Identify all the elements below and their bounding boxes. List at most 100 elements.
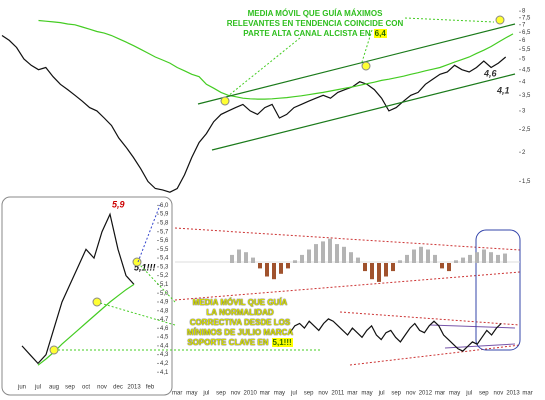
- bar: [251, 257, 255, 263]
- y-tick-label: 4,5: [160, 335, 169, 341]
- annotation-line: MEDIA MÓVIL QUE GUÍA: [192, 298, 288, 307]
- y-tick-label: 2,5: [522, 127, 531, 133]
- price-line: [21, 212, 135, 365]
- price-label: 4,1: [496, 85, 510, 95]
- trend-line: [339, 311, 521, 326]
- arrow: [227, 37, 301, 97]
- bar: [335, 244, 339, 263]
- y-tick-label: 5,5: [160, 247, 169, 253]
- x-tick-label: mar: [522, 391, 532, 397]
- price-label: 5,1!!!: [134, 262, 156, 272]
- bar: [370, 263, 374, 280]
- y-tick-label: 5: [522, 57, 526, 63]
- annotation: MEDIA MÓVIL QUE GUÍA MÁXIMOS RELEVANTES E…: [205, 9, 425, 39]
- bar: [356, 257, 360, 263]
- arrow: [404, 17, 495, 23]
- bar: [419, 246, 423, 263]
- bar: [384, 263, 388, 277]
- bar: [363, 263, 367, 272]
- x-tick-label: mar: [435, 391, 445, 397]
- y-tick-label: 4,6: [160, 326, 169, 332]
- trend-line: [174, 271, 521, 301]
- annotation-line: PARTE ALTA CANAL ALCISTA EN 6,4: [243, 29, 387, 38]
- arrow: [361, 29, 373, 63]
- annotation-line: RELEVANTES EN TENDENCIA COINCIDE CON: [226, 19, 404, 28]
- y-tick-label: 3: [522, 109, 526, 115]
- histogram: [230, 238, 507, 282]
- bar: [300, 254, 304, 263]
- y-tick-label: 6: [522, 38, 526, 44]
- x-tick-label: jul: [290, 391, 297, 397]
- y-tick-label: 6,5: [522, 30, 531, 36]
- x-tick-label: sep: [304, 391, 314, 397]
- annotation-highlight: 6,4: [373, 29, 387, 38]
- channel-top: [197, 23, 516, 105]
- bar: [503, 253, 507, 263]
- annotation-line: MEDIA MÓVIL QUE GUÍA MÁXIMOS: [247, 9, 383, 18]
- moving-average: [38, 19, 514, 100]
- annotation-line: CORRECTIVA DESDE LOS: [189, 318, 291, 327]
- x-tick-label: may: [449, 391, 460, 397]
- bar: [489, 252, 493, 263]
- y-tick-label: 4,8: [160, 308, 169, 314]
- x-tick-label: nov: [231, 391, 241, 397]
- bar: [461, 257, 465, 263]
- bar: [426, 249, 430, 263]
- channel: [197, 15, 516, 151]
- y-tick-label: 5,8: [160, 221, 169, 227]
- x-tick-label: feb: [146, 385, 155, 391]
- x-tick-label: jun: [17, 385, 26, 391]
- bar: [321, 241, 325, 263]
- x-tick-label: may: [274, 391, 285, 397]
- x-tick-label: jul: [378, 391, 385, 397]
- marker: [132, 257, 142, 267]
- y-tick-label: 4,2: [160, 361, 169, 367]
- price-line: [1, 35, 507, 193]
- bar: [377, 263, 381, 282]
- y-tick-label: 5,2: [160, 273, 169, 279]
- bar: [265, 263, 269, 277]
- arrow: [99, 302, 176, 326]
- y-tick-label: 4: [522, 79, 526, 85]
- x-tick-label: jul: [465, 391, 472, 397]
- bar: [496, 254, 500, 263]
- oscillator-line: [289, 318, 502, 352]
- marker: [49, 345, 59, 355]
- trend-line: [349, 344, 521, 366]
- y-tick-label: 1,5: [522, 179, 531, 185]
- y-tick-label: 5,7: [160, 229, 169, 235]
- bar: [440, 263, 444, 269]
- bar: [230, 254, 234, 263]
- y-tick-label: 5,5: [522, 47, 531, 53]
- y-tick-label: 3,5: [522, 93, 531, 99]
- bar: [272, 263, 276, 280]
- bar: [468, 254, 472, 263]
- bar: [237, 249, 241, 263]
- inset-decor: [58, 204, 320, 351]
- bar: [279, 263, 283, 274]
- y-tick-label: 5,1: [160, 282, 169, 288]
- y-tick-label: 4,1: [160, 370, 169, 376]
- bar: [328, 238, 332, 263]
- marker: [495, 15, 505, 25]
- bar: [391, 263, 395, 272]
- bar: [258, 263, 262, 269]
- main-chart: 1,522,533,544,555,566,577,582009marmayju…: [1, 9, 533, 397]
- bar: [398, 260, 402, 263]
- annotation: MEDIA MÓVIL QUE GUÍA LA NORMALIDAD CORRECT…: [160, 298, 320, 348]
- x-tick-label: mar: [260, 391, 270, 397]
- bar: [349, 252, 353, 263]
- annotation-line: LA NORMALIDAD: [206, 308, 274, 317]
- y-tick-label: 5,4: [160, 256, 169, 262]
- x-tick-label: sep: [216, 391, 226, 397]
- marker: [220, 96, 230, 106]
- inset-frame: [1, 196, 173, 396]
- x-tick-label: aug: [49, 385, 59, 391]
- channel-bottom: [211, 73, 516, 151]
- bar: [433, 254, 437, 263]
- y-tick-label: 5,9: [160, 212, 169, 218]
- x-tick-label: may: [361, 391, 372, 397]
- arrow: [139, 264, 176, 303]
